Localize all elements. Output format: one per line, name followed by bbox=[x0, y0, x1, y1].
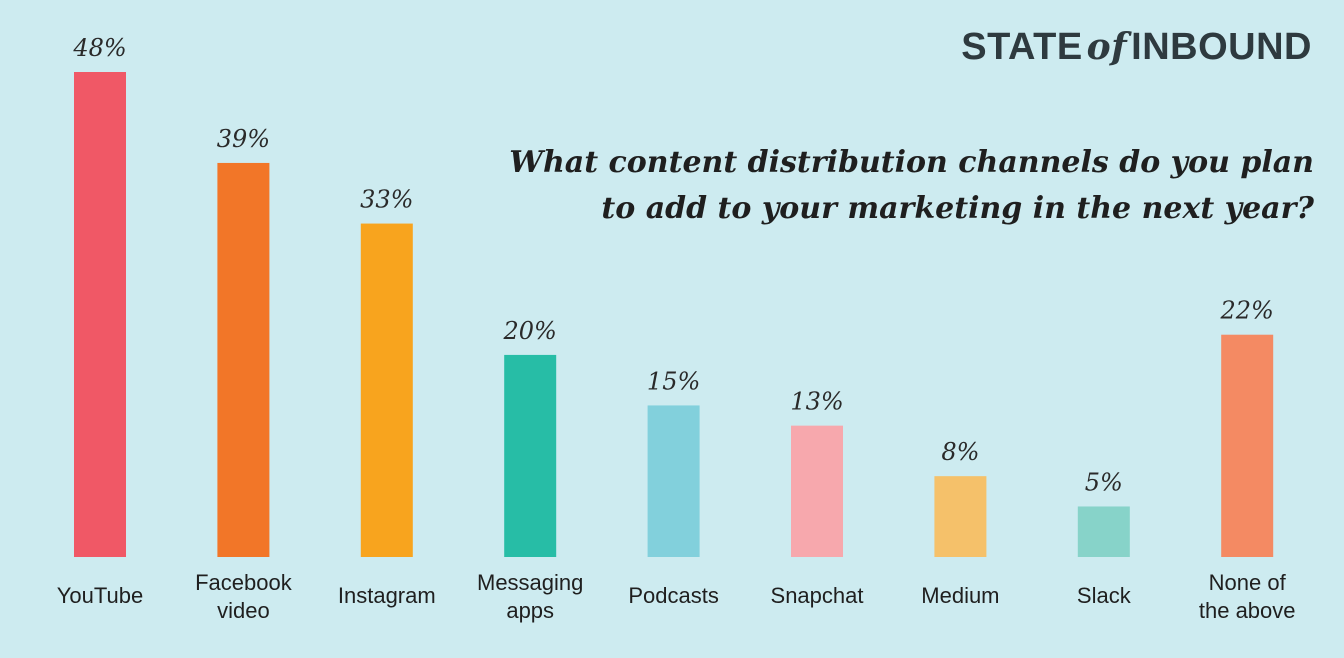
category-label: YouTube bbox=[57, 583, 143, 608]
value-label: 39% bbox=[217, 125, 270, 153]
category-label: Medium bbox=[921, 583, 999, 608]
bar-podcasts bbox=[647, 405, 700, 557]
category-label: Snapchat bbox=[771, 583, 864, 608]
value-label: 48% bbox=[72, 34, 126, 62]
value-label: 22% bbox=[1220, 297, 1274, 325]
category-label-line: the above bbox=[1199, 598, 1296, 623]
value-label: 8% bbox=[941, 438, 979, 466]
category-label-line: Facebook bbox=[195, 570, 293, 595]
chart-title: What content distribution channels do yo… bbox=[454, 140, 1314, 232]
bar-medium bbox=[934, 476, 987, 557]
value-label: 5% bbox=[1085, 468, 1123, 496]
category-label-line: None of bbox=[1209, 570, 1287, 595]
value-label: 15% bbox=[647, 367, 700, 395]
brand-state: STATE bbox=[961, 26, 1083, 68]
brand-logo: STATE of INBOUND bbox=[961, 26, 1312, 69]
bar-youtube bbox=[74, 72, 126, 557]
category-label: Podcasts bbox=[628, 583, 719, 608]
brand-inbound: INBOUND bbox=[1131, 26, 1312, 68]
bar-instagram bbox=[360, 223, 413, 557]
category-label: Messaging apps bbox=[477, 570, 583, 623]
category-label-line: video bbox=[217, 598, 270, 623]
category-label-line: apps bbox=[506, 598, 554, 623]
category-label: None of the above bbox=[1199, 570, 1296, 623]
bar-messaging-apps bbox=[504, 354, 557, 557]
chart-title-line-2: to add to your marketing in the next yea… bbox=[601, 191, 1314, 226]
value-label: 13% bbox=[790, 388, 843, 416]
bar-slack bbox=[1077, 506, 1130, 557]
brand-of: of bbox=[1086, 26, 1128, 68]
category-label: Instagram bbox=[338, 583, 436, 608]
value-label: 33% bbox=[360, 186, 413, 214]
bar-facebook-video bbox=[217, 162, 270, 557]
category-label-line: Messaging bbox=[477, 570, 583, 595]
bar-snapchat bbox=[791, 425, 843, 557]
chart-title-line-1: What content distribution channels do yo… bbox=[509, 145, 1314, 180]
category-label: Facebook video bbox=[195, 570, 293, 623]
category-label: Slack bbox=[1077, 583, 1132, 608]
value-label: 20% bbox=[503, 317, 557, 345]
bar-none-of-the-above bbox=[1221, 334, 1274, 557]
